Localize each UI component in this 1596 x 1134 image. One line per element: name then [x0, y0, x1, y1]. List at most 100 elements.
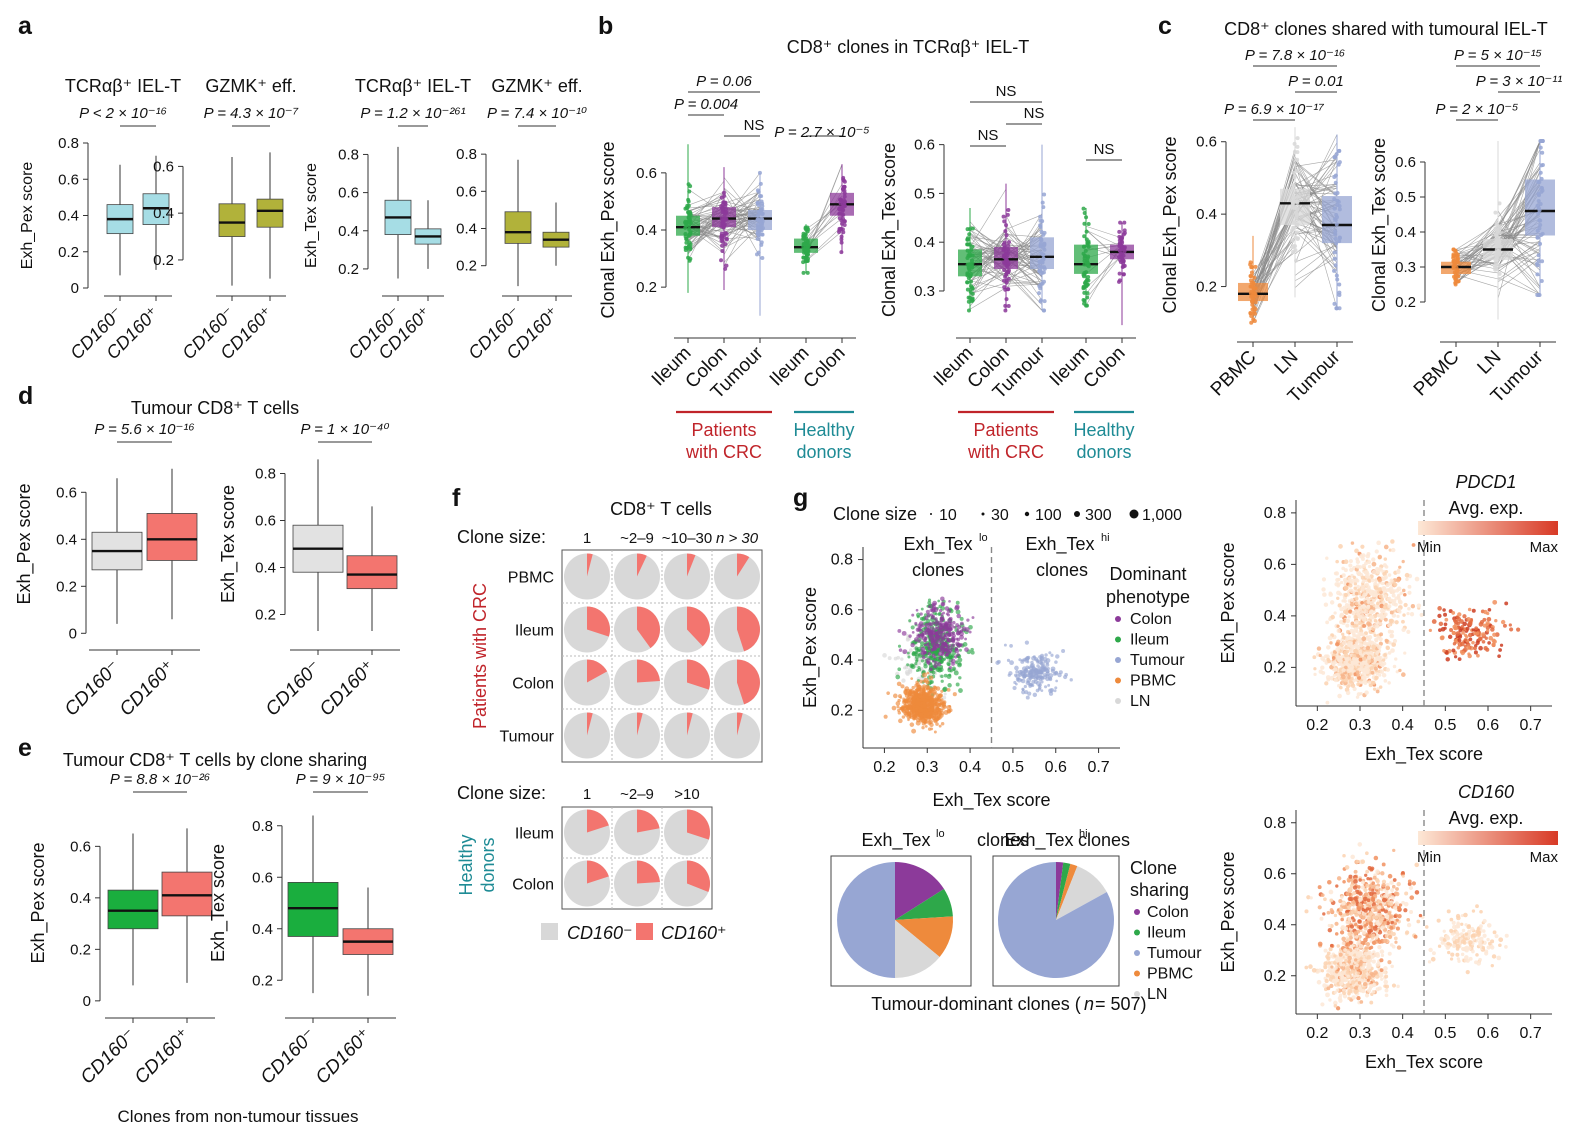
data-point [1535, 261, 1540, 266]
data-point [1085, 282, 1090, 287]
scatter-point [938, 656, 942, 660]
scatter-point [1358, 642, 1363, 647]
scatter-point [1312, 655, 1317, 660]
scatter-point [1321, 670, 1326, 675]
data-point [1291, 225, 1296, 230]
data-point [1497, 276, 1502, 281]
scatter-point [1325, 620, 1330, 625]
scatter-point [914, 655, 919, 660]
data-point [1538, 223, 1543, 228]
scatter-point [1334, 642, 1340, 647]
scatter-point [1378, 673, 1382, 677]
group-label: donors [1076, 442, 1131, 462]
data-point [1002, 245, 1007, 250]
scatter-point [1345, 618, 1351, 624]
scatter-point [1444, 617, 1449, 622]
data-point [966, 242, 971, 247]
pair-line [1455, 274, 1499, 288]
scatter-point [901, 678, 906, 683]
data-point [758, 219, 763, 224]
y-tick-label: 0.4 [1395, 224, 1416, 241]
scatter-point [915, 608, 919, 612]
scatter-point [1475, 631, 1480, 635]
size-legend-dot [1074, 511, 1080, 517]
pie-slice [837, 862, 895, 978]
scatter-point [944, 652, 950, 657]
x-tick-label: 0.6 [1477, 717, 1499, 734]
pie-slice [587, 712, 593, 736]
pair-line [1085, 225, 1123, 239]
y-tick-label: 0.4 [338, 223, 359, 240]
scatter-point [1348, 935, 1353, 940]
scatter-point [1382, 604, 1388, 610]
data-point [724, 263, 729, 268]
scatter-point [951, 666, 956, 671]
scatter-point [1387, 587, 1392, 592]
scatter-point [970, 650, 975, 655]
data-point [1498, 226, 1503, 231]
scatter-point [1360, 587, 1365, 592]
scatter-point [1403, 602, 1408, 608]
legend-title: phenotype [1106, 587, 1190, 607]
scatter-point [1367, 578, 1371, 583]
scatter-point [1347, 576, 1352, 581]
data-point [1291, 244, 1296, 249]
y-tick-label: 0 [83, 993, 91, 1010]
scatter-point [1392, 664, 1397, 669]
data-point [1042, 299, 1047, 304]
scatter-point [893, 656, 898, 661]
scatter-point [1020, 659, 1025, 664]
p-value-label: P = 9 × 10⁻⁹⁵ [296, 771, 386, 788]
scatter-point [1339, 685, 1343, 690]
y-tick-label: 0.6 [1264, 866, 1286, 883]
data-point [1334, 152, 1339, 157]
scatter-point [1008, 671, 1013, 676]
scatter-point [1487, 608, 1492, 612]
scatter-point [1344, 653, 1349, 658]
scatter-point [1465, 635, 1469, 639]
tissue-label: Colon [512, 676, 554, 693]
data-point [722, 214, 727, 219]
scatter-point [1484, 636, 1488, 640]
size-legend-label: 10 [939, 507, 957, 524]
legend-dot [1134, 950, 1140, 956]
scatter-point [1336, 590, 1341, 596]
scatter-point [1471, 640, 1475, 645]
data-point [1041, 205, 1046, 210]
y-tick-label: 0 [71, 280, 79, 297]
scatter-point [1336, 596, 1340, 600]
data-point [1084, 303, 1089, 308]
scatter-point [1466, 642, 1471, 648]
data-point [1291, 249, 1296, 254]
scatter-point [891, 705, 897, 711]
scatter-point [1370, 680, 1375, 685]
scatter-point [1409, 612, 1415, 617]
scatter-point [1356, 609, 1360, 613]
pie-slice [687, 809, 710, 840]
scatter-point [1483, 646, 1488, 651]
y-tick-label: 0.2 [252, 972, 273, 989]
gene-title: PDCD1 [1455, 472, 1516, 492]
pair-line [805, 226, 843, 261]
scatter-point [1388, 641, 1392, 645]
p-value-label: P = 1.2 × 10⁻²⁶¹ [360, 105, 465, 122]
data-point [686, 233, 691, 238]
data-point [1498, 244, 1503, 249]
scatter-point [1352, 643, 1358, 649]
scatter-point [897, 629, 902, 633]
scatter-point [1375, 651, 1379, 656]
data-point [1292, 175, 1297, 180]
size-legend-dot [981, 512, 985, 516]
data-point [966, 266, 971, 271]
data-point [759, 194, 764, 199]
data-point [686, 199, 691, 204]
scatter-point [1018, 658, 1022, 662]
data-point [1251, 280, 1256, 285]
region-label-sup: hi [1101, 532, 1110, 544]
box [287, 882, 339, 937]
data-point [839, 250, 844, 255]
scatter-point [1407, 590, 1412, 595]
data-point [1538, 241, 1543, 246]
group-label: Patients [973, 420, 1038, 440]
